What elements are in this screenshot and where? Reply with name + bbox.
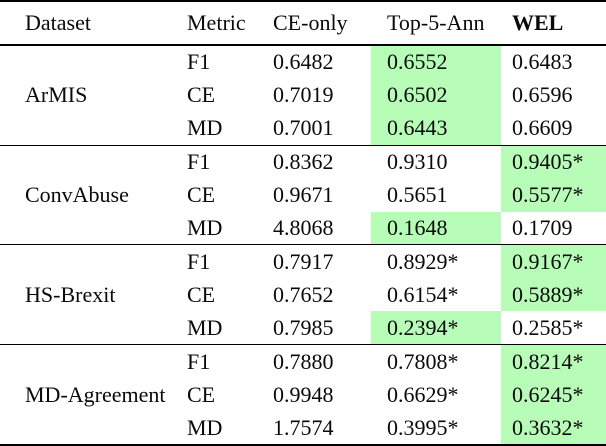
value-ce-only: 0.7001 — [273, 115, 334, 141]
value-ce-only: 0.6482 — [270, 44, 371, 79]
dataset-label: ConvAbuse — [0, 144, 185, 245]
value-ce-only: 0.9671 — [273, 182, 334, 208]
table-row: CE 0.9948 0.6629* 0.6245* — [0, 378, 606, 412]
value-ce-only: 1.7574 — [273, 414, 334, 440]
metric-label: CE — [187, 82, 216, 108]
table-row: MD 0.7001 0.6443 0.6609 — [0, 111, 606, 146]
value-top5ann: 0.5651 — [387, 182, 448, 208]
value-ce-only: 0.9948 — [273, 381, 334, 407]
value-ce-only: 0.8362 — [270, 144, 371, 179]
value-wel: 0.6596 — [512, 82, 573, 108]
section-hs-brexit: HS-Brexit F1 0.7917 0.8929* 0.9167* CE 0… — [0, 244, 606, 345]
value-wel: 0.1709 — [512, 215, 573, 241]
value-top5ann: 0.2394* — [371, 311, 501, 345]
value-top5ann: 0.6629* — [387, 381, 459, 407]
table-row: MD 1.7574 0.3995* 0.3632* — [0, 411, 606, 445]
table-row: MD 0.7985 0.2394* 0.2585* — [0, 311, 606, 345]
metric-label: F1 — [185, 244, 270, 279]
metric-label: CE — [187, 281, 216, 307]
value-top5ann: 0.6443 — [371, 111, 501, 146]
table-row: MD 4.8068 0.1648 0.1709 — [0, 211, 606, 245]
value-wel: 0.6609 — [512, 115, 573, 141]
metric-label: F1 — [185, 144, 270, 179]
value-wel: 0.6483 — [501, 44, 606, 79]
table-row: CE 0.9671 0.5651 0.5577* — [0, 178, 606, 212]
table-row: ArMIS F1 0.6482 0.6552 0.6483 — [0, 44, 606, 146]
table-row: CE 0.7019 0.6502 0.6596 — [0, 78, 606, 112]
column-header-wel: WEL — [501, 1, 606, 46]
value-top5ann: 0.3995* — [387, 414, 459, 440]
column-header-metric: Metric — [185, 1, 270, 46]
value-wel: 0.5577* — [501, 178, 606, 212]
value-ce-only: 0.7880 — [270, 344, 371, 379]
dataset-label: ArMIS — [0, 44, 185, 146]
value-ce-only: 4.8068 — [273, 215, 334, 241]
value-top5ann: 0.6552 — [371, 44, 501, 79]
value-top5ann: 0.7808* — [371, 344, 501, 379]
value-ce-only: 0.7917 — [270, 244, 371, 279]
metric-label: MD — [187, 314, 223, 340]
dataset-label: HS-Brexit — [0, 244, 185, 345]
value-top5ann: 0.6502 — [371, 78, 501, 112]
value-ce-only: 0.7985 — [273, 314, 334, 340]
value-wel: 0.3632* — [501, 411, 606, 445]
section-convabuse: ConvAbuse F1 0.8362 0.9310 0.9405* CE 0.… — [0, 144, 606, 245]
column-header-top5ann: Top-5-Ann — [371, 1, 501, 46]
metric-label: MD — [187, 215, 223, 241]
column-header-ce-only: CE-only — [270, 1, 371, 46]
value-wel: 0.8214* — [501, 344, 606, 379]
column-header-dataset: Dataset — [0, 1, 185, 46]
value-wel: 0.2585* — [512, 314, 584, 340]
table-row: MD-Agreement F1 0.7880 0.7808* 0.8214* — [0, 344, 606, 445]
section-md-agreement: MD-Agreement F1 0.7880 0.7808* 0.8214* C… — [0, 344, 606, 445]
metric-label: MD — [187, 414, 223, 440]
value-wel: 0.5889* — [501, 278, 606, 312]
metric-label: CE — [187, 182, 216, 208]
table-row: CE 0.7652 0.6154* 0.5889* — [0, 278, 606, 312]
metric-label: MD — [187, 115, 223, 141]
metric-label: F1 — [185, 344, 270, 379]
header-row: Dataset Metric CE-only Top-5-Ann WEL — [0, 1, 606, 46]
value-top5ann: 0.1648 — [371, 211, 501, 245]
value-top5ann: 0.6154* — [387, 281, 459, 307]
value-top5ann: 0.8929* — [371, 244, 501, 279]
value-wel: 0.6245* — [501, 378, 606, 412]
value-top5ann: 0.9310 — [371, 144, 501, 179]
value-wel: 0.9405* — [501, 144, 606, 179]
value-ce-only: 0.7652 — [273, 281, 334, 307]
value-ce-only: 0.7019 — [273, 82, 334, 108]
metric-label: CE — [187, 381, 216, 407]
dataset-label: MD-Agreement — [0, 344, 185, 445]
value-wel: 0.9167* — [501, 244, 606, 279]
table-row: HS-Brexit F1 0.7917 0.8929* 0.9167* — [0, 244, 606, 345]
metric-label: F1 — [185, 44, 270, 79]
section-armis: ArMIS F1 0.6482 0.6552 0.6483 CE 0.7019 … — [0, 44, 606, 146]
table-row: ConvAbuse F1 0.8362 0.9310 0.9405* — [0, 144, 606, 245]
